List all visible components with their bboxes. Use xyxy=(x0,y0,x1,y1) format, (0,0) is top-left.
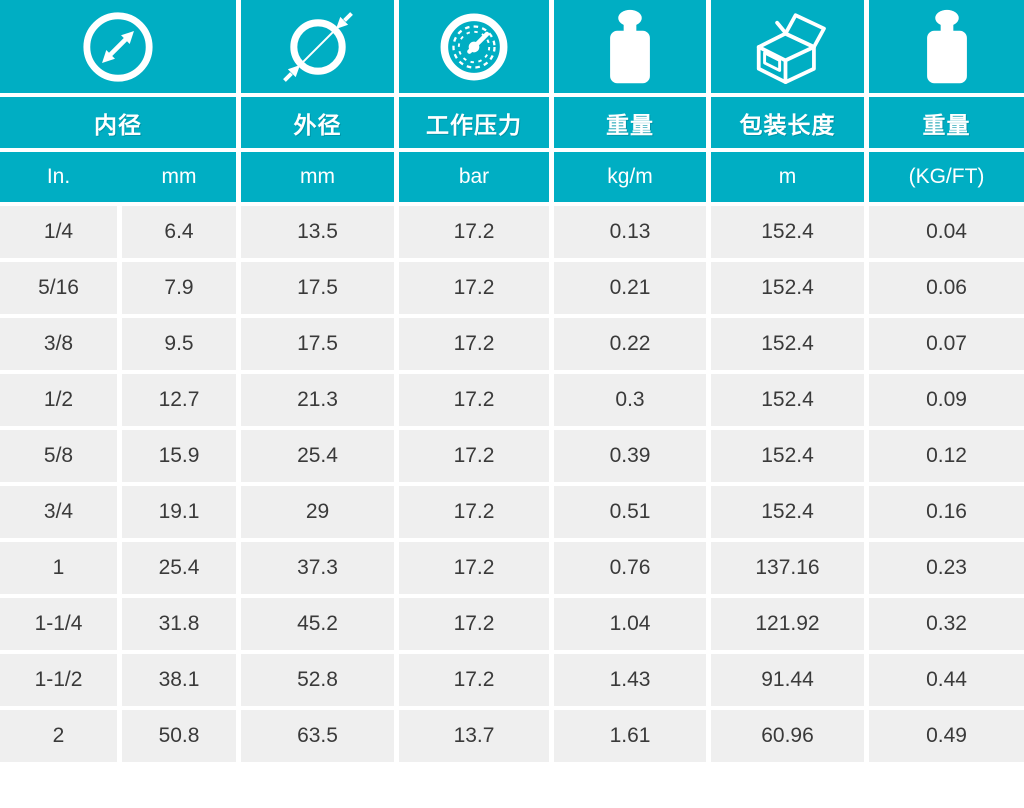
unit-cell-weight-metric: kg/m xyxy=(554,152,706,202)
weight-icon xyxy=(610,9,650,83)
unit-label-inches: In. xyxy=(46,165,71,188)
table-cell: 17.2 xyxy=(399,262,549,314)
unit-label-mm: mm xyxy=(161,165,197,188)
table-cell: 0.12 xyxy=(869,430,1024,482)
table-cell: 0.07 xyxy=(869,318,1024,370)
column-header-outer-diameter: 外径 xyxy=(241,97,394,148)
table-cell: 0.51 xyxy=(554,486,706,538)
table-cell: 137.16 xyxy=(711,542,864,594)
package-box-icon xyxy=(756,12,826,84)
table-cell: 152.4 xyxy=(711,374,864,426)
table-cell: 19.1 xyxy=(122,486,236,538)
column-header-weight-imperial: 重量 xyxy=(869,97,1024,148)
table-cell: 45.2 xyxy=(241,598,394,650)
table-cell: 6.4 xyxy=(122,206,236,258)
table-cell: 0.44 xyxy=(869,654,1024,706)
column-header-weight-metric: 重量 xyxy=(554,97,706,148)
table-cell: 21.3 xyxy=(241,374,394,426)
column-header-inner-diameter: 内径 xyxy=(0,97,236,148)
table-cell: 1.61 xyxy=(554,710,706,762)
table-cell: 0.16 xyxy=(869,486,1024,538)
table-cell: 38.1 xyxy=(122,654,236,706)
table-cell: 152.4 xyxy=(711,486,864,538)
table-cell: 37.3 xyxy=(241,542,394,594)
table-cell: 1 xyxy=(0,542,117,594)
table-cell: 13.7 xyxy=(399,710,549,762)
table-cell: 17.2 xyxy=(399,598,549,650)
table-cell: 3/4 xyxy=(0,486,117,538)
table-cell: 9.5 xyxy=(122,318,236,370)
header-icon-cell-inner-diameter xyxy=(0,0,236,93)
table-cell: 17.2 xyxy=(399,654,549,706)
table-cell: 17.2 xyxy=(399,486,549,538)
table-cell: 7.9 xyxy=(122,262,236,314)
table-cell: 0.06 xyxy=(869,262,1024,314)
unit-cell-outer-diameter: mm xyxy=(241,152,394,202)
column-header-package-length: 包装长度 xyxy=(711,97,864,148)
table-cell: 5/8 xyxy=(0,430,117,482)
table-cell: 17.2 xyxy=(399,542,549,594)
table-cell: 152.4 xyxy=(711,430,864,482)
weight-icon xyxy=(926,9,967,83)
table-cell: 0.21 xyxy=(554,262,706,314)
table-cell: 0.22 xyxy=(554,318,706,370)
table-cell: 0.09 xyxy=(869,374,1024,426)
table-cell: 1.04 xyxy=(554,598,706,650)
table-cell: 91.44 xyxy=(711,654,864,706)
table-cell: 0.76 xyxy=(554,542,706,594)
table-cell: 25.4 xyxy=(122,542,236,594)
table-cell: 17.2 xyxy=(399,430,549,482)
header-icon-cell-package-length xyxy=(711,0,864,93)
table-cell: 1.43 xyxy=(554,654,706,706)
unit-cell-inner-diameter: In. mm xyxy=(0,152,236,202)
table-cell: 25.4 xyxy=(241,430,394,482)
table-cell: 0.3 xyxy=(554,374,706,426)
table-cell: 13.5 xyxy=(241,206,394,258)
table-cell: 3/8 xyxy=(0,318,117,370)
column-header-working-pressure: 工作压力 xyxy=(399,97,549,148)
table-cell: 152.4 xyxy=(711,318,864,370)
table-cell: 31.8 xyxy=(122,598,236,650)
table-cell: 50.8 xyxy=(122,710,236,762)
table-cell: 17.2 xyxy=(399,374,549,426)
unit-cell-package-length: m xyxy=(711,152,864,202)
table-cell: 17.2 xyxy=(399,318,549,370)
table-cell: 52.8 xyxy=(241,654,394,706)
table-cell: 29 xyxy=(241,486,394,538)
table-cell: 152.4 xyxy=(711,206,864,258)
table-cell: 17.5 xyxy=(241,318,394,370)
table-cell: 15.9 xyxy=(122,430,236,482)
table-cell: 0.23 xyxy=(869,542,1024,594)
table-cell: 0.32 xyxy=(869,598,1024,650)
table-cell: 12.7 xyxy=(122,374,236,426)
table-cell: 1/2 xyxy=(0,374,117,426)
table-cell: 2 xyxy=(0,710,117,762)
table-cell: 60.96 xyxy=(711,710,864,762)
table-cell: 0.13 xyxy=(554,206,706,258)
table-cell: 63.5 xyxy=(241,710,394,762)
unit-split: In. mm xyxy=(0,165,236,189)
unit-cell-weight-imperial: (KG/FT) xyxy=(869,152,1024,202)
header-icon-cell-working-pressure xyxy=(399,0,549,93)
table-cell: 1-1/4 xyxy=(0,598,117,650)
inner-diameter-icon xyxy=(83,11,153,82)
table-cell: 17.2 xyxy=(399,206,549,258)
pressure-gauge-icon xyxy=(440,13,508,80)
table-cell: 152.4 xyxy=(711,262,864,314)
table-cell: 121.92 xyxy=(711,598,864,650)
header-icon-cell-weight-metric xyxy=(554,0,706,93)
table-cell: 0.39 xyxy=(554,430,706,482)
table-cell: 17.5 xyxy=(241,262,394,314)
spec-table: 内径 外径 工作压力 重量 包装长度 重量 In. mm mm bar kg/m… xyxy=(0,0,1024,762)
header-icon-cell-weight-imperial xyxy=(869,0,1024,93)
table-cell: 1-1/2 xyxy=(0,654,117,706)
table-cell: 0.49 xyxy=(869,710,1024,762)
outer-diameter-icon xyxy=(282,11,353,82)
header-icon-cell-outer-diameter xyxy=(241,0,394,93)
unit-cell-working-pressure: bar xyxy=(399,152,549,202)
table-cell: 1/4 xyxy=(0,206,117,258)
table-cell: 5/16 xyxy=(0,262,117,314)
table-cell: 0.04 xyxy=(869,206,1024,258)
